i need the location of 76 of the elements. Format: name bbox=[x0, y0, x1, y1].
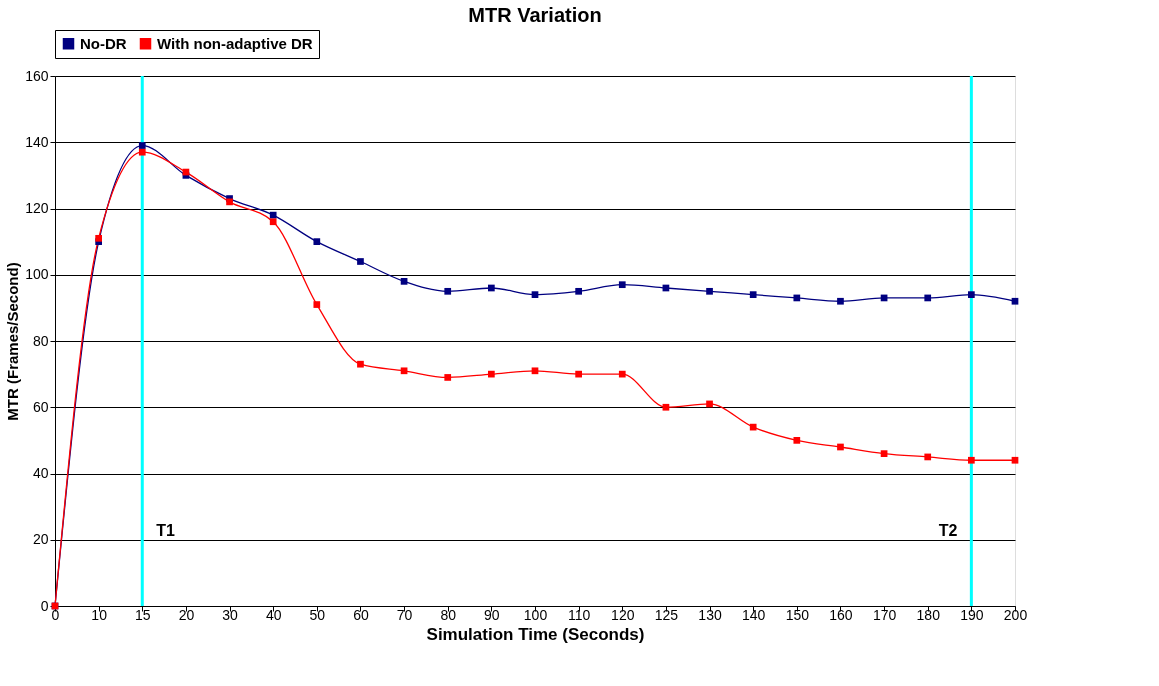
point bbox=[837, 297, 844, 305]
x-tick-label: 150 bbox=[785, 606, 810, 623]
point bbox=[531, 367, 539, 375]
x-tick-label: 110 bbox=[567, 606, 591, 623]
x-tick-label: 60 bbox=[353, 606, 369, 623]
point bbox=[95, 234, 102, 242]
point bbox=[968, 291, 975, 298]
ref-line-label: T1 bbox=[156, 522, 176, 539]
x-tick-label: 10 bbox=[91, 606, 108, 623]
point bbox=[313, 238, 321, 245]
y-tick-label: 60 bbox=[32, 398, 49, 415]
point bbox=[618, 281, 626, 289]
point bbox=[444, 374, 452, 381]
legend-label: With non-adaptive DR bbox=[157, 34, 313, 52]
point bbox=[1011, 456, 1019, 464]
y-axis-title: MTR (Frames/Second) bbox=[4, 262, 22, 421]
point bbox=[793, 294, 801, 302]
x-tick-label: 70 bbox=[396, 606, 413, 623]
point bbox=[1011, 297, 1019, 305]
chart-title: MTR Variation bbox=[468, 3, 602, 26]
y-tick-label: 100 bbox=[25, 266, 49, 283]
point bbox=[924, 453, 932, 461]
point bbox=[444, 287, 452, 295]
point bbox=[880, 450, 888, 457]
y-tick-label: 80 bbox=[32, 332, 49, 349]
point bbox=[706, 287, 713, 295]
x-tick-label: 100 bbox=[523, 606, 548, 623]
x-tick-label: 20 bbox=[178, 606, 195, 623]
point bbox=[749, 423, 757, 431]
point bbox=[662, 403, 670, 411]
x-tick-label: 0 bbox=[51, 606, 60, 623]
point bbox=[269, 211, 277, 219]
point bbox=[357, 258, 364, 265]
point bbox=[226, 198, 233, 206]
point bbox=[531, 291, 539, 298]
y-tick-label: 40 bbox=[32, 465, 49, 481]
x-tick-label: 30 bbox=[222, 606, 239, 623]
y-tick-label: 120 bbox=[25, 200, 49, 216]
point bbox=[793, 437, 801, 444]
x-tick-label: 90 bbox=[484, 606, 500, 623]
point bbox=[138, 148, 146, 156]
x-tick-label: 160 bbox=[829, 606, 853, 623]
point bbox=[924, 294, 932, 302]
y-tick-label: 20 bbox=[32, 531, 49, 548]
x-tick-label: 200 bbox=[1003, 606, 1028, 623]
point bbox=[575, 287, 582, 295]
x-tick-label: 40 bbox=[265, 606, 282, 623]
legend-label: No-DR bbox=[80, 34, 127, 52]
x-tick-label: 125 bbox=[654, 606, 679, 623]
point bbox=[488, 370, 495, 378]
x-tick-label: 130 bbox=[698, 606, 722, 623]
x-tick-label: 190 bbox=[960, 606, 984, 623]
x-tick-label: 140 bbox=[742, 606, 766, 623]
x-axis-title: Simulation Time (Seconds) bbox=[426, 624, 645, 644]
point bbox=[837, 443, 844, 451]
point bbox=[488, 284, 495, 292]
point bbox=[618, 370, 626, 378]
x-tick-label: 170 bbox=[872, 606, 897, 623]
point bbox=[313, 301, 321, 308]
point bbox=[269, 218, 277, 226]
x-tick-label: 120 bbox=[611, 606, 635, 623]
y-tick-label: 160 bbox=[25, 67, 49, 84]
point bbox=[575, 370, 582, 378]
point bbox=[400, 367, 408, 375]
point bbox=[138, 142, 146, 149]
point bbox=[749, 291, 757, 298]
x-tick-label: 180 bbox=[916, 606, 941, 623]
point bbox=[706, 400, 713, 408]
x-tick-label: 80 bbox=[440, 606, 457, 623]
point bbox=[357, 360, 364, 368]
x-tick-label: 50 bbox=[309, 606, 326, 623]
point bbox=[400, 278, 408, 285]
point bbox=[968, 456, 975, 464]
ref-line-label: T2 bbox=[938, 522, 958, 539]
x-tick-label: 15 bbox=[134, 606, 151, 623]
y-tick-label: 140 bbox=[25, 133, 49, 150]
